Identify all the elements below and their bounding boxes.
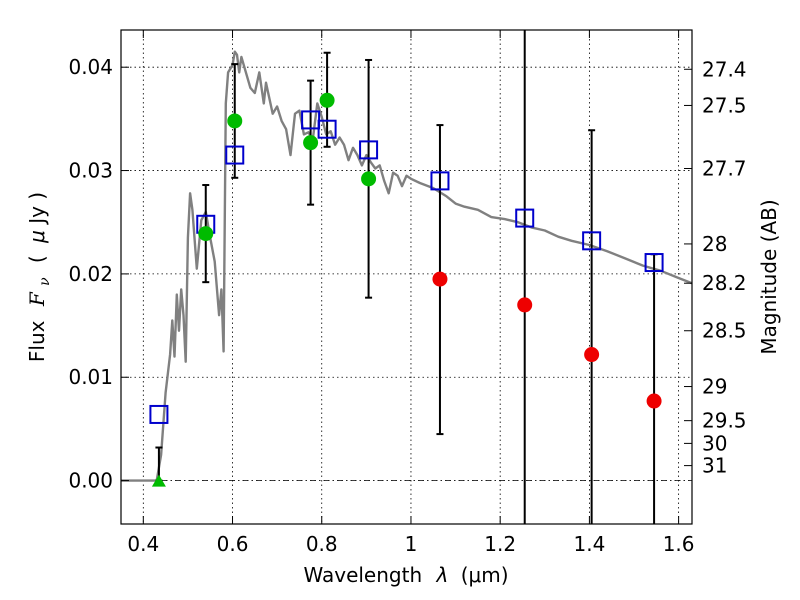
y2-tick-label: 29.5 [702, 409, 747, 433]
model-photometry-marker [515, 208, 535, 228]
low-snr-marker [517, 297, 533, 313]
y2-tick-label: 29 [702, 375, 727, 399]
y-axis-label-subscript: ν [37, 277, 53, 286]
low-snr-marker [584, 347, 600, 363]
x-axis-label-symbol: λ [436, 563, 449, 587]
y2-tick-label: 28.2 [702, 271, 747, 295]
x-tick-label: 0.4 [127, 532, 159, 556]
y-axis-label-symbol: F [25, 291, 49, 307]
y2-tick-label: 27.7 [702, 156, 747, 180]
y-axis-label-unit-mu: μ [25, 230, 49, 244]
x-tick-label: 1.4 [573, 532, 605, 556]
y2-axis-label: Magnitude (AB) [757, 199, 781, 354]
error-bars [155, 30, 658, 524]
x-axis-label: Wavelength λ (μm) [303, 563, 508, 587]
y2-tick-label: 30 [702, 431, 727, 455]
detection-marker [198, 226, 214, 242]
x-tick-label: 1.2 [484, 532, 516, 556]
y-tick-label: 0.01 [68, 365, 113, 389]
y-tick-label: 0.00 [68, 469, 113, 493]
model-photometry-marker [582, 231, 602, 251]
y-axis-label-unit-open: ( [25, 255, 49, 263]
detection-marker [227, 113, 243, 129]
x-axis-label-unit: (μm) [461, 563, 509, 587]
model-photometry-marker [225, 145, 245, 165]
y-tick-label: 0.02 [68, 262, 113, 286]
x-tick-label: 0.6 [217, 532, 249, 556]
detection-marker [303, 135, 319, 151]
x-axis-label-main: Wavelength [303, 563, 422, 587]
y2-tick-label: 27.4 [702, 57, 747, 81]
data-markers [149, 92, 664, 487]
low-snr-marker [432, 271, 448, 287]
y2-tick-label: 28.5 [702, 319, 747, 343]
y-tick-label: 0.04 [68, 55, 113, 79]
x-tick-label: 1 [405, 532, 418, 556]
detection-marker [361, 171, 377, 187]
plot-frame [120, 29, 693, 525]
y-axis-label-unit-rest: Jy ) [25, 192, 49, 226]
y-axis-label: Flux F ν ( μ Jy ) [25, 192, 54, 362]
x-tick-label: 0.8 [306, 532, 338, 556]
model-photometry-marker [317, 119, 337, 139]
x-tick-label: 1.6 [663, 532, 695, 556]
low-snr-marker [646, 393, 662, 409]
model-photometry-marker [359, 140, 379, 160]
y-tick-label: 0.03 [68, 159, 113, 183]
detection-marker [319, 92, 335, 108]
axis-ticks: 0.4 0.6 0.8 1 1.2 1.4 1.6 0.00 0.01 0.02 0.03 0.04 2… [68, 30, 747, 556]
y2-tick-label: 27.5 [702, 93, 747, 117]
model-photometry-marker [430, 171, 450, 191]
model-photometry-marker [149, 404, 169, 424]
y-axis-label-main: Flux [25, 320, 49, 362]
y2-tick-label: 28 [702, 232, 727, 256]
model-photometry-marker [644, 253, 664, 273]
upper-limit-marker [151, 474, 166, 487]
sed-model-line [121, 50, 693, 482]
y2-tick-label: 31 [702, 454, 727, 478]
